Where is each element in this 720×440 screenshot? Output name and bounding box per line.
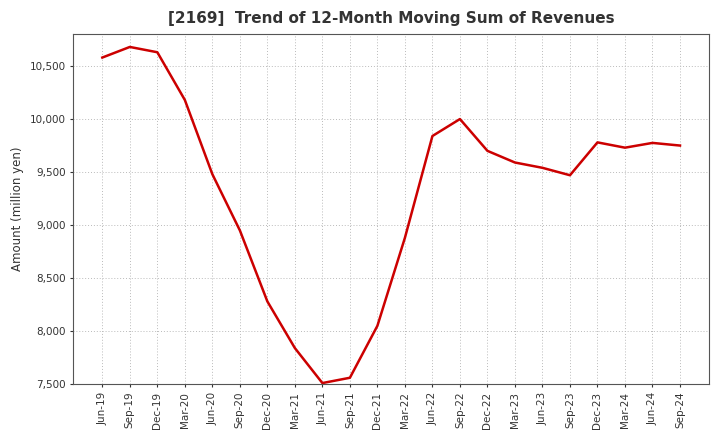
Y-axis label: Amount (million yen): Amount (million yen) (11, 147, 24, 271)
Title: [2169]  Trend of 12-Month Moving Sum of Revenues: [2169] Trend of 12-Month Moving Sum of R… (168, 11, 614, 26)
